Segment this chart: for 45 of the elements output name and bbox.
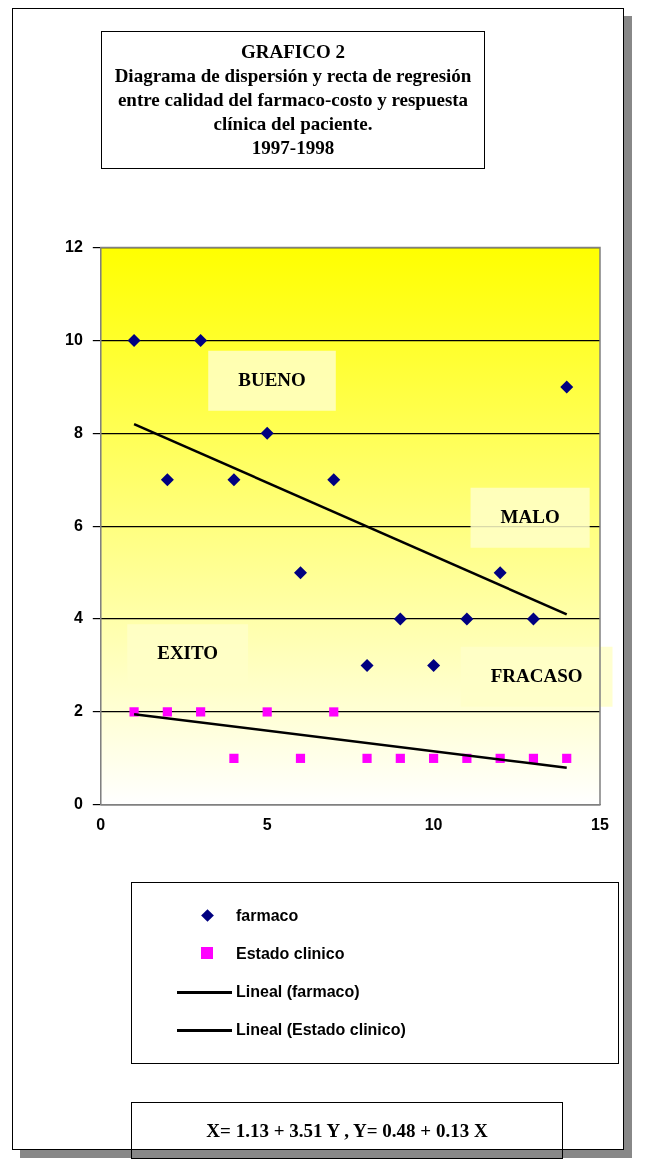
point — [227, 473, 241, 487]
point — [429, 753, 439, 763]
y-tick-label: 12 — [65, 238, 83, 256]
point — [526, 612, 540, 626]
point — [360, 659, 374, 672]
annotation: BUENO — [238, 368, 306, 390]
y-tick-label: 0 — [73, 795, 83, 813]
point — [427, 659, 441, 672]
point — [295, 753, 306, 763]
point — [560, 380, 574, 394]
point — [229, 753, 239, 763]
point — [562, 753, 572, 763]
legend-label: Lineal (Estado clinico) — [236, 1021, 406, 1039]
point — [260, 426, 274, 440]
y-tick-label: 2 — [73, 702, 83, 720]
legend-label: Lineal (farmaco) — [236, 983, 360, 1001]
point — [194, 333, 208, 347]
point — [162, 707, 172, 717]
annotation: FRACASO — [490, 664, 583, 686]
point — [329, 707, 339, 717]
chart-title: GRAFICO 2 Diagrama de dispersión y recta de regresión entre calidad del farmaco-costo y respuesta clínica del paciente. 1997-1998 — [101, 31, 485, 169]
y-tick-label: 6 — [73, 516, 83, 534]
point — [460, 612, 474, 626]
x-tick-label: 10 — [424, 815, 443, 833]
annotation: EXITO — [157, 642, 219, 664]
point — [196, 707, 206, 717]
point — [160, 473, 174, 487]
legend-label: Estado clinico — [236, 945, 345, 963]
x-tick-label: 0 — [96, 815, 106, 833]
point — [127, 333, 141, 347]
y-tick-label: 4 — [73, 609, 83, 627]
point — [395, 753, 405, 763]
point — [393, 612, 407, 626]
point — [262, 707, 272, 717]
y-tick-label: 10 — [65, 330, 83, 348]
point — [293, 566, 307, 580]
point — [362, 753, 372, 763]
x-tick-label: 5 — [262, 815, 272, 833]
y-tick-label: 8 — [73, 423, 83, 441]
point — [493, 566, 507, 580]
legend-label: farmaco — [236, 907, 299, 925]
text: X= 1.13 + 3.51 Y , Y= 0.48 + 0.13 X — [131, 1102, 563, 1159]
point — [327, 473, 341, 487]
x-tick-label: 15 — [591, 815, 609, 833]
annotation: MALO — [500, 505, 560, 527]
